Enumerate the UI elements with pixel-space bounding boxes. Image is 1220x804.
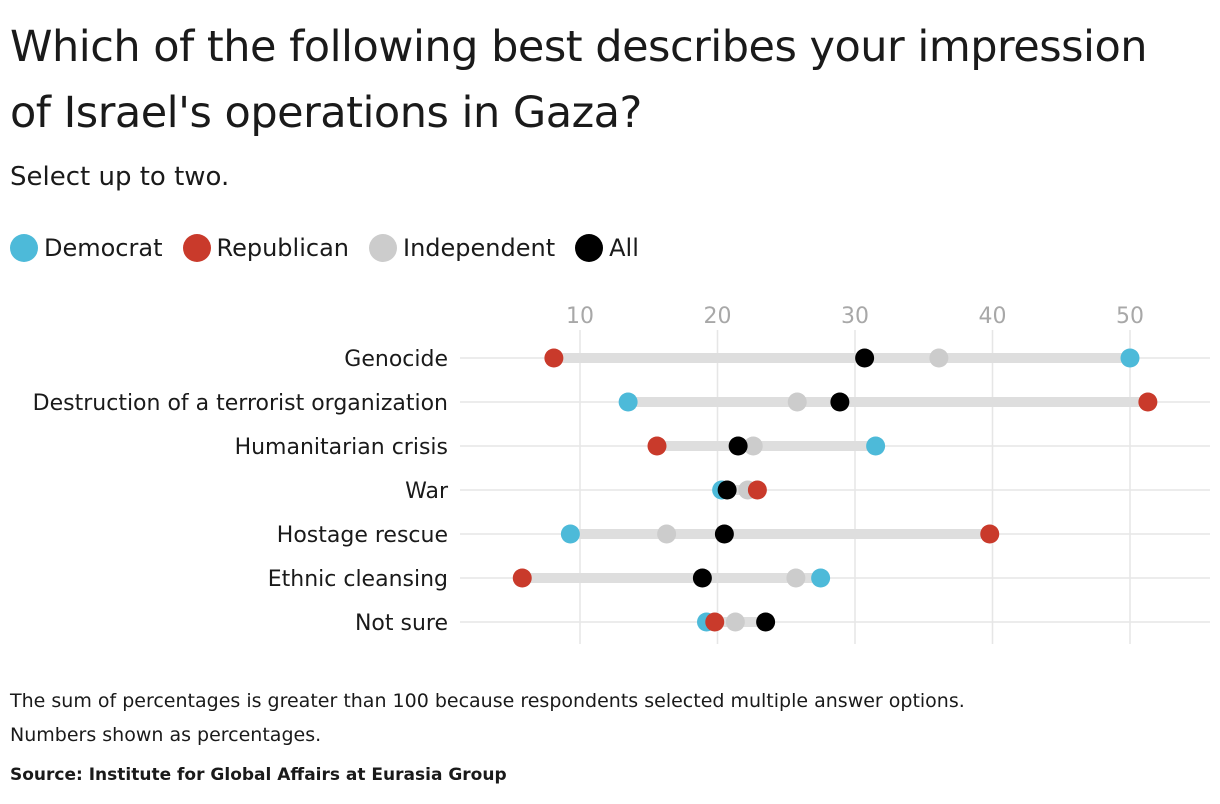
dot-republican-hostage-rescue (980, 524, 1000, 544)
legend-item-independent: Independent (369, 234, 555, 262)
legend-swatch-republican (182, 234, 211, 262)
dot-independent-destruction-of-a-terrorist-organization (787, 392, 807, 412)
category-label-war: War (405, 479, 449, 504)
legend-item-all: All (575, 234, 639, 262)
dot-democrat-ethnic-cleansing (811, 568, 831, 588)
legend-label-all: All (609, 234, 639, 262)
dot-republican-humanitarian-crisis (647, 436, 667, 456)
legend-swatch-all (575, 234, 604, 262)
note-line-2: Numbers shown as percentages. (10, 724, 322, 746)
dot-republican-war (747, 480, 767, 500)
dot-all-destruction-of-a-terrorist-organization (830, 392, 850, 412)
dot-independent-humanitarian-crisis (743, 436, 763, 456)
dot-republican-destruction-of-a-terrorist-organization (1138, 392, 1158, 412)
legend-swatch-independent (369, 234, 397, 262)
dot-republican-ethnic-cleansing (512, 568, 532, 588)
dot-independent-genocide (929, 348, 949, 368)
legend-item-republican: Republican (182, 234, 350, 262)
x-tick-label-10: 10 (566, 304, 594, 329)
chart-subtitle: Select up to two. (10, 162, 230, 192)
category-label-destruction-of-a-terrorist-organization: Destruction of a terrorist organization (33, 391, 448, 416)
dot-democrat-humanitarian-crisis (866, 436, 886, 456)
category-label-not-sure: Not sure (355, 611, 448, 636)
chart-title: Which of the following best describes yo… (10, 22, 1148, 138)
chart-note: The sum of percentages is greater than 1… (10, 684, 965, 752)
dot-all-not-sure (756, 612, 776, 632)
dot-all-ethnic-cleansing (692, 568, 712, 588)
x-tick-label-40: 40 (979, 304, 1007, 329)
legend: Democrat Republican Independent All (10, 234, 659, 262)
dot-republican-not-sure (705, 612, 725, 632)
legend-item-democrat: Democrat (10, 234, 163, 262)
dot-independent-not-sure (725, 612, 745, 632)
dot-plot-chart: 10 20 30 40 50 Genocide Destruction of a terro… (33, 304, 1210, 644)
dot-republican-genocide (544, 348, 564, 368)
chart-source: Source: Institute for Global Affairs at … (10, 765, 507, 785)
legend-label-independent: Independent (403, 234, 556, 262)
dot-independent-hostage-rescue (657, 524, 677, 544)
dot-all-humanitarian-crisis (728, 436, 748, 456)
x-tick-label-50: 50 (1116, 304, 1144, 329)
legend-label-democrat: Democrat (44, 234, 163, 262)
dot-independent-ethnic-cleansing (786, 568, 806, 588)
note-line-1: The sum of percentages is greater than 1… (10, 690, 965, 712)
dot-all-hostage-rescue (714, 524, 734, 544)
category-label-humanitarian-crisis: Humanitarian crisis (235, 435, 448, 460)
category-label-genocide: Genocide (344, 347, 448, 372)
dot-democrat-destruction-of-a-terrorist-organization (618, 392, 638, 412)
category-label-ethnic-cleansing: Ethnic cleansing (268, 567, 448, 592)
x-tick-label-30: 30 (841, 304, 869, 329)
dot-all-genocide (855, 348, 875, 368)
legend-swatch-democrat (10, 234, 38, 262)
dot-all-war (717, 480, 737, 500)
category-label-hostage-rescue: Hostage rescue (277, 523, 448, 548)
x-tick-label-20: 20 (704, 304, 732, 329)
dot-democrat-genocide (1120, 348, 1140, 368)
legend-label-republican: Republican (216, 234, 350, 262)
dot-democrat-hostage-rescue (560, 524, 580, 544)
